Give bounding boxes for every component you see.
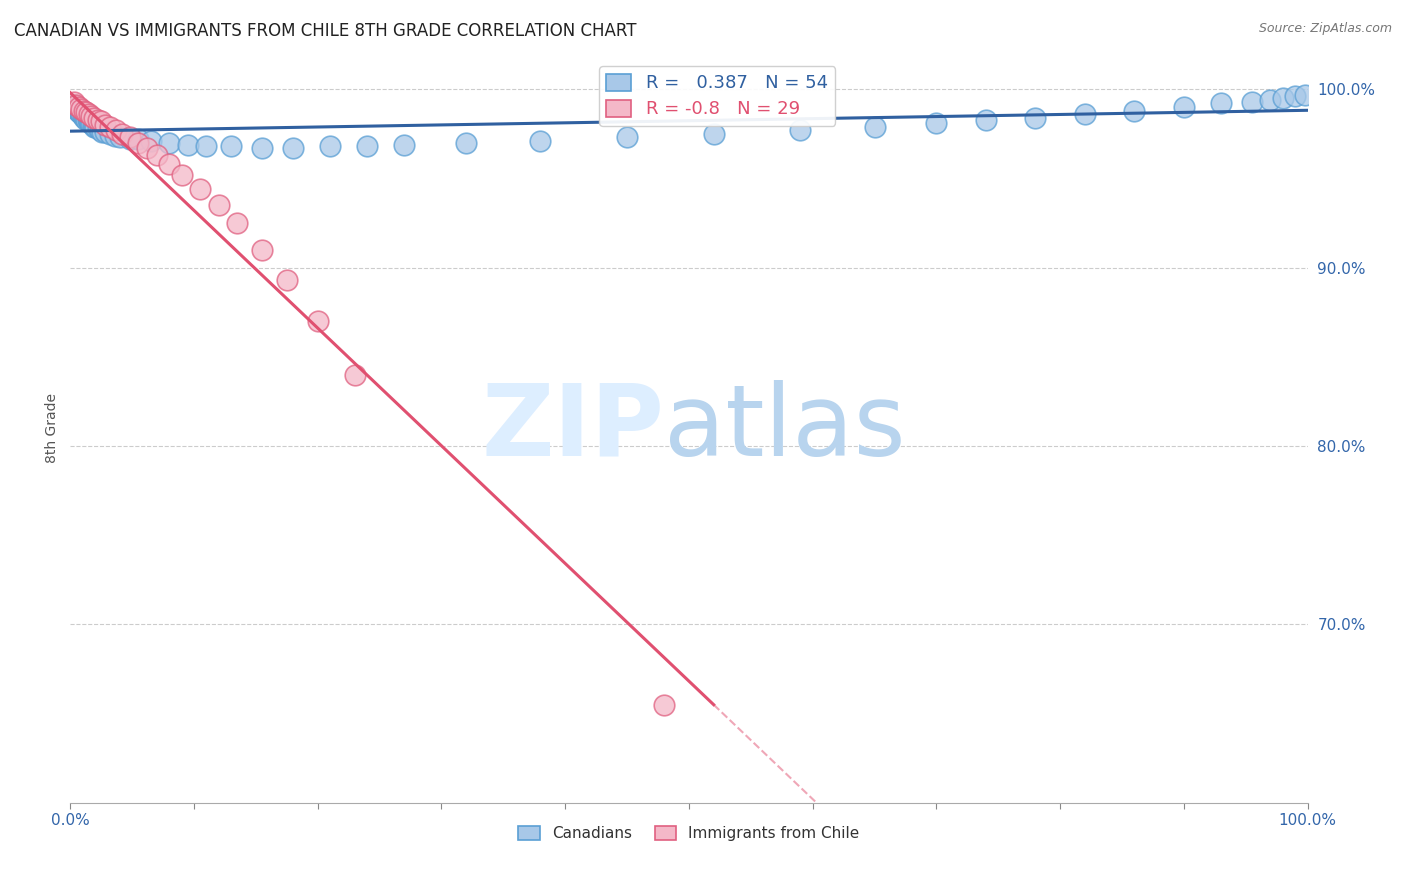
Point (616, 130, 638, 145)
Point (118, 130, 141, 145)
Point (75, 111, 97, 125)
Point (72, 109, 94, 123)
Point (89, 123, 111, 137)
Point (208, 198, 231, 212)
Point (73, 103, 96, 118)
Point (157, 157, 180, 171)
Point (80, 116, 103, 130)
Point (82, 118, 104, 132)
Point (65, 98, 87, 112)
Point (104, 128, 127, 143)
Text: CANADIAN VS IMMIGRANTS FROM CHILE 8TH GRADE CORRELATION CHART: CANADIAN VS IMMIGRANTS FROM CHILE 8TH GR… (14, 22, 637, 40)
Point (188, 182, 211, 196)
Point (65, 100, 87, 114)
Point (1209, 96, 1232, 111)
Point (63, 98, 86, 112)
Point (76, 112, 98, 127)
Point (177, 137, 200, 152)
Point (1294, 87, 1316, 102)
Point (250, 141, 273, 155)
Point (75, 105, 97, 120)
Point (94, 125, 117, 139)
Point (108, 130, 131, 145)
Point (1284, 89, 1306, 103)
Point (69, 105, 91, 120)
Point (703, 127, 725, 141)
Point (98, 127, 121, 141)
Point (136, 141, 159, 155)
Text: ZIP: ZIP (481, 380, 664, 476)
Point (250, 243, 273, 257)
Point (139, 134, 162, 148)
Point (974, 112, 997, 127)
Point (863, 120, 886, 134)
Point (75, 112, 97, 127)
Point (67, 105, 90, 120)
Point (146, 148, 169, 162)
Point (83, 120, 105, 134)
Point (1271, 91, 1294, 105)
Point (1074, 107, 1097, 121)
Point (127, 136, 149, 150)
Point (84, 120, 107, 134)
Point (86, 112, 108, 127)
Point (79, 116, 101, 130)
Point (77, 114, 100, 128)
Point (394, 137, 416, 152)
Point (789, 123, 811, 137)
Point (356, 139, 378, 153)
Point (307, 314, 329, 328)
Point (80, 109, 103, 123)
Point (226, 216, 249, 230)
Point (1260, 93, 1282, 107)
Point (94, 118, 117, 132)
Point (98, 120, 121, 134)
Point (73, 111, 96, 125)
Point (529, 134, 551, 148)
Point (86, 121, 108, 136)
Point (127, 132, 149, 146)
Point (70, 102, 93, 116)
Legend: Canadians, Immigrants from Chile: Canadians, Immigrants from Chile (512, 821, 866, 847)
Point (343, 368, 366, 382)
Point (70, 107, 93, 121)
Point (195, 139, 218, 153)
Point (66, 103, 89, 118)
Point (1123, 103, 1146, 118)
Point (67, 100, 90, 114)
Point (91, 125, 114, 139)
Point (83, 111, 105, 125)
Point (1173, 100, 1195, 114)
Point (118, 132, 141, 146)
Point (1024, 111, 1046, 125)
Point (1240, 95, 1263, 109)
Point (170, 168, 193, 182)
Point (276, 273, 298, 287)
Point (157, 136, 180, 150)
Point (90, 114, 112, 128)
Point (925, 116, 948, 130)
Point (63, 95, 86, 109)
Point (281, 141, 304, 155)
Point (652, 698, 675, 712)
Y-axis label: 8th Grade: 8th Grade (45, 393, 59, 463)
Point (111, 127, 134, 141)
Point (77, 107, 100, 121)
Text: Source: ZipAtlas.com: Source: ZipAtlas.com (1258, 22, 1392, 36)
Point (456, 136, 478, 150)
Text: atlas: atlas (664, 380, 905, 476)
Point (105, 123, 128, 137)
Point (319, 139, 342, 153)
Point (219, 139, 242, 153)
